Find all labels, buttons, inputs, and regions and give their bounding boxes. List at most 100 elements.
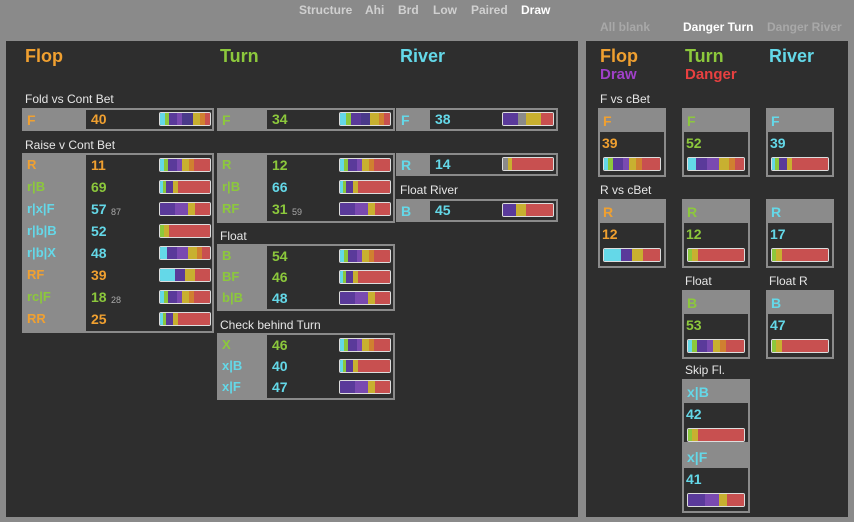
stat-key: B	[398, 201, 430, 220]
stat-value: 40	[91, 111, 107, 127]
left-header-turn: Turn	[220, 46, 259, 66]
stat-bar	[339, 291, 391, 305]
stat-key: RF	[222, 201, 240, 216]
tab-ahi[interactable]: Ahi	[365, 3, 385, 17]
stat-key: F	[398, 110, 430, 129]
stat-key: R	[768, 201, 832, 223]
stat-key: F	[219, 110, 267, 129]
stat-value: 52	[91, 223, 107, 239]
stat-key: r|b|X	[27, 245, 56, 260]
stat-key: x|B	[222, 358, 243, 373]
tab-draw[interactable]: Draw	[521, 3, 551, 17]
label-raise-v-cont-bet: Raise v Cont Bet	[25, 138, 116, 152]
subtab-danger-turn[interactable]: Danger Turn	[683, 20, 754, 34]
stat-bar	[502, 157, 554, 171]
label-skip-fl: Skip Fl.	[685, 363, 726, 377]
label-f-vs-cbet: F vs cBet	[600, 92, 651, 106]
stat-bar	[502, 112, 554, 126]
stat-value: 53	[686, 317, 702, 333]
stat-key: F	[600, 110, 664, 132]
stat-key: r|B	[27, 179, 46, 194]
river-fold-box: F 38	[396, 108, 558, 131]
label-check-behind-turn: Check behind Turn	[220, 318, 321, 332]
key-column	[219, 246, 267, 309]
stat-value: 12	[686, 226, 702, 242]
stat-bar	[159, 112, 211, 126]
stat-bar	[687, 493, 745, 507]
stat-sample-size: 87	[111, 207, 122, 217]
tab-paired[interactable]: Paired	[471, 3, 508, 17]
stat-bar	[771, 157, 829, 171]
stat-card: R 12	[682, 199, 750, 268]
stat-bar	[603, 157, 661, 171]
stat-card: x|F 41	[682, 444, 750, 513]
stat-sample-size: 59	[292, 207, 303, 217]
key-column	[219, 155, 267, 221]
stat-value: 47	[770, 317, 786, 333]
stat-value: 12	[602, 226, 618, 242]
stat-key: r|x|F	[27, 201, 55, 216]
stat-bar	[687, 339, 745, 353]
left-header-flop: Flop	[25, 46, 63, 66]
stat-value: 17	[770, 226, 786, 242]
stat-key: x|B	[684, 381, 748, 403]
stat-card: B 53	[682, 290, 750, 359]
subtab-all-blank[interactable]: All blank	[600, 20, 651, 34]
stat-key: r|b|B	[27, 223, 57, 238]
stat-bar	[771, 339, 829, 353]
stat-value: 38	[435, 111, 451, 127]
stat-value: 12	[272, 157, 288, 173]
tab-brd[interactable]: Brd	[398, 3, 419, 17]
stat-value: 25	[91, 311, 107, 327]
tab-low[interactable]: Low	[433, 3, 457, 17]
tab-structure[interactable]: Structure	[299, 3, 353, 17]
river-raise-box: R 14	[396, 153, 558, 176]
stat-key: B	[222, 248, 232, 263]
stat-bar	[159, 268, 211, 282]
stat-bar	[339, 338, 391, 352]
stat-value: 42	[686, 406, 702, 422]
label-fold-vs-cont-bet: Fold vs Cont Bet	[25, 92, 114, 106]
stat-value: 39	[91, 267, 107, 283]
stat-bar	[159, 312, 211, 326]
stat-card: x|B 42	[682, 379, 750, 444]
right-header-river: River	[769, 46, 815, 66]
stat-card: F 39	[598, 108, 666, 177]
stat-value: 46	[272, 337, 288, 353]
stat-value: 48	[272, 290, 288, 306]
stat-bar	[603, 248, 661, 262]
stat-value: 47	[272, 379, 288, 395]
stat-key: r|B	[222, 179, 241, 194]
stat-value: 69	[91, 179, 107, 195]
stat-bar	[339, 112, 391, 126]
stat-key: x|F	[222, 379, 241, 394]
stat-key: B	[768, 292, 832, 314]
stat-value: 66	[272, 179, 288, 195]
key-column	[24, 155, 86, 331]
stat-card: R 17	[766, 199, 834, 268]
turn-fold-box: F 34	[217, 108, 395, 131]
stat-key: R	[398, 155, 430, 174]
right-header-flop-sub: Draw	[600, 66, 637, 83]
left-header-river: River	[400, 46, 446, 66]
stat-key: F	[24, 110, 86, 129]
stat-value: 39	[770, 135, 786, 151]
right-header-flop: Flop	[600, 46, 638, 66]
stat-card: B 47	[766, 290, 834, 359]
stat-bar	[502, 203, 554, 217]
stat-value: 40	[272, 358, 288, 374]
label-float: Float	[220, 229, 247, 243]
stat-key: R	[684, 201, 748, 223]
subtab-danger-river[interactable]: Danger River	[767, 20, 842, 34]
stat-key: R	[27, 157, 37, 172]
label-float-river: Float River	[400, 183, 459, 197]
stat-key: rc|F	[27, 289, 51, 304]
stat-key: X	[222, 337, 231, 352]
stat-value: 18	[91, 289, 107, 305]
stat-card: F 39	[766, 108, 834, 177]
flop-fold-box: F 40	[22, 108, 214, 131]
stat-value: 54	[272, 248, 288, 264]
stat-key: BF	[222, 269, 240, 284]
stat-bar	[339, 270, 391, 284]
stat-value: 14	[435, 156, 451, 172]
